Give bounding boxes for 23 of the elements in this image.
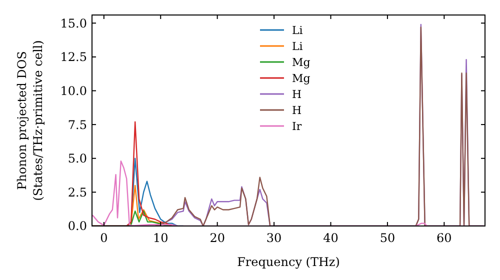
x-tick-label: 50: [380, 231, 396, 245]
x-axis-title: Frequency (THz): [237, 255, 340, 269]
x-tick-label: 60: [436, 231, 452, 245]
x-tick-label: 20: [210, 231, 225, 245]
y-tick-label: 0.0: [68, 219, 87, 234]
y-tick-label: 12.5: [60, 50, 87, 64]
legend-label: H: [292, 104, 302, 117]
x-tick-label: 40: [323, 231, 338, 245]
y-tick-label: 2.5: [68, 185, 87, 200]
legend-label: H: [292, 88, 302, 101]
x-tick-label: 30: [266, 231, 282, 245]
y-tick-label: 5.0: [68, 152, 87, 166]
y-tick-label: 15.0: [60, 16, 87, 30]
legend-label: Li: [292, 40, 304, 53]
legend-label: Ir: [292, 120, 302, 133]
legend-label: Mg: [292, 72, 310, 85]
y-axis-title: Phonon projected DOS (States/THz·primitive cell): [15, 40, 45, 201]
legend-label: Mg: [292, 56, 310, 69]
x-tick-label: 10: [152, 231, 168, 245]
y-tick-label: 7.5: [68, 118, 87, 132]
legend-label: Li: [292, 24, 304, 37]
x-tick-label: 0: [100, 231, 108, 245]
y-tick-label: 10.0: [60, 84, 87, 98]
